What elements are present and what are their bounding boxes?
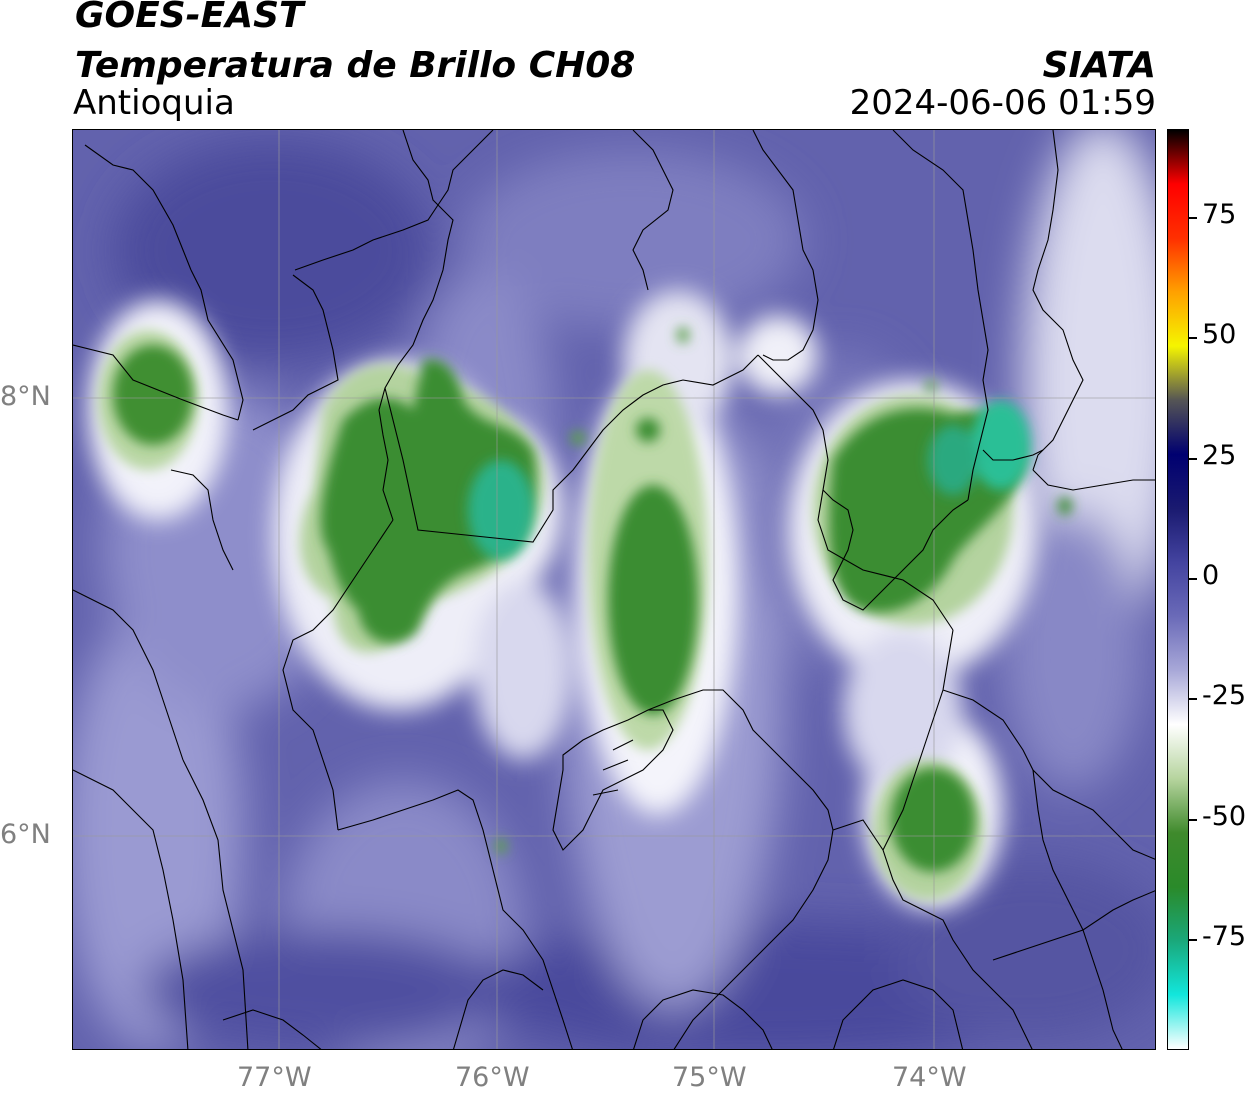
colorbar-label-25: 25 — [1202, 440, 1237, 471]
colorbar-label-minus50: -50 — [1202, 801, 1247, 832]
colorbar-tick — [1189, 217, 1197, 219]
satellite-map[interactable] — [72, 129, 1156, 1050]
colorbar-label-75: 75 — [1202, 199, 1237, 230]
colorbar-label-0: 0 — [1202, 560, 1220, 591]
colorbar-tick — [1189, 337, 1197, 339]
graticule — [73, 130, 1155, 1049]
colorbar-tick — [1189, 698, 1197, 700]
satellite-title: GOES-EAST — [75, 0, 304, 36]
cloud-coldest — [468, 400, 1031, 560]
lon-label-75w: 75°W — [672, 1062, 747, 1093]
cloud-green — [113, 327, 1072, 872]
lat-label-6n: 6°N — [0, 819, 51, 850]
colorbar-label-minus75: -75 — [1202, 921, 1247, 952]
colorbar-tick — [1189, 819, 1197, 821]
product-title: Temperatura de Brillo CH08 — [75, 45, 636, 86]
lon-label-74w: 74°W — [892, 1062, 967, 1093]
boundaries — [73, 130, 1155, 1049]
colorbar-tick — [1189, 939, 1197, 941]
colorbar — [1167, 129, 1189, 1050]
agency-label: SIATA — [1042, 45, 1156, 86]
region-label: Antioquia — [73, 83, 235, 123]
lat-label-8n: 8°N — [0, 381, 51, 412]
colorbar-label-50: 50 — [1202, 319, 1237, 350]
lon-label-77w: 77°W — [237, 1062, 312, 1093]
colorbar-label-minus25: -25 — [1202, 680, 1247, 711]
colorbar-tick — [1189, 458, 1197, 460]
lon-label-76w: 76°W — [455, 1062, 530, 1093]
colorbar-tick — [1189, 578, 1197, 580]
datetime-label: 2024-06-06 01:59 — [849, 83, 1156, 123]
